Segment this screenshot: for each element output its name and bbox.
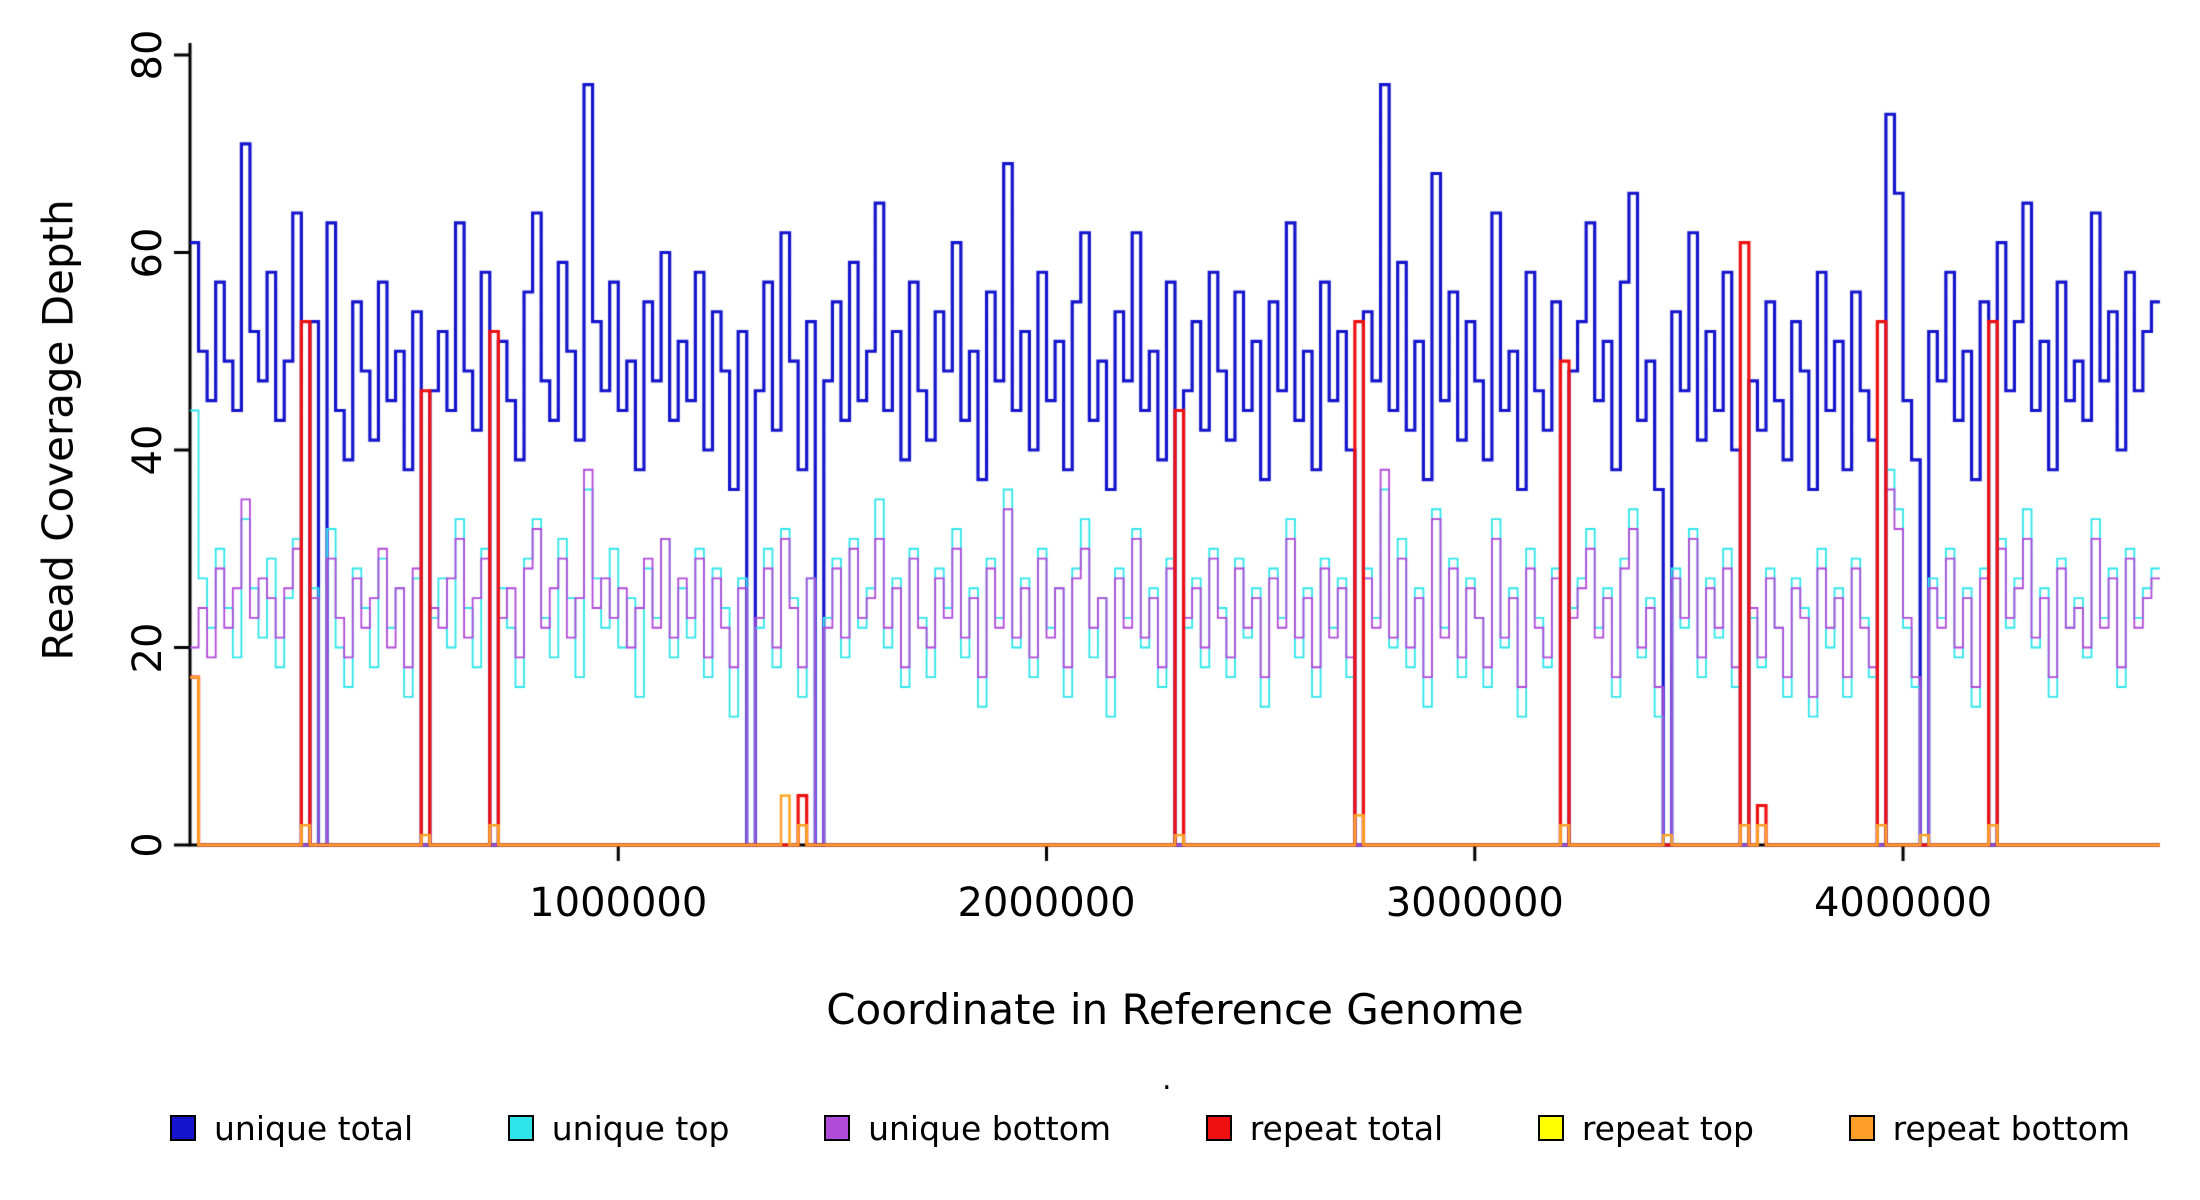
legend-label: repeat bottom — [1892, 1108, 2130, 1148]
legend-item-unique-top: unique top — [507, 1108, 730, 1148]
y-tick-label: 20 — [125, 622, 171, 673]
repeat-total-swatch-icon — [1205, 1115, 1232, 1141]
x-tick-label: 3000000 — [1385, 880, 1564, 926]
legend-label: repeat top — [1581, 1108, 1754, 1148]
legend-item-unique-bottom: unique bottom — [824, 1109, 1111, 1148]
repeat-top-swatch-icon — [1537, 1115, 1564, 1141]
legend-item-repeat-bottom: repeat bottom — [1848, 1108, 2130, 1148]
y-axis-label: Read Coverage Depth — [33, 199, 83, 661]
y-tick-label: 0 — [125, 832, 171, 858]
legend-label: unique total — [214, 1108, 414, 1148]
y-tick-label: 80 — [125, 29, 171, 81]
x-axis-label: Coordinate in Reference Genome — [826, 985, 1524, 1034]
y-tick-label: 40 — [125, 424, 171, 476]
x-tick-label: 1000000 — [529, 880, 708, 926]
legend-label: unique bottom — [868, 1108, 1112, 1148]
stray-dot: . — [1162, 1062, 1172, 1097]
y-tick-label: 60 — [125, 227, 171, 278]
repeat-bottom-swatch-icon — [1848, 1115, 1875, 1141]
x-tick-label: 2000000 — [957, 880, 1136, 926]
legend-item-repeat-top: repeat top — [1537, 1108, 1754, 1148]
unique-top-swatch-icon — [507, 1115, 534, 1141]
unique-bottom-swatch-icon — [824, 1115, 851, 1141]
legend-item-unique-total: unique total — [170, 1109, 413, 1148]
legend-label: unique top — [551, 1108, 730, 1148]
legend: unique total unique top unique bottom re… — [170, 1100, 2130, 1156]
legend-item-repeat-total: repeat total — [1205, 1108, 1444, 1148]
x-tick-label: 4000000 — [1813, 880, 1993, 926]
unique-total-swatch-icon — [170, 1115, 196, 1141]
legend-label: repeat total — [1249, 1108, 1444, 1148]
